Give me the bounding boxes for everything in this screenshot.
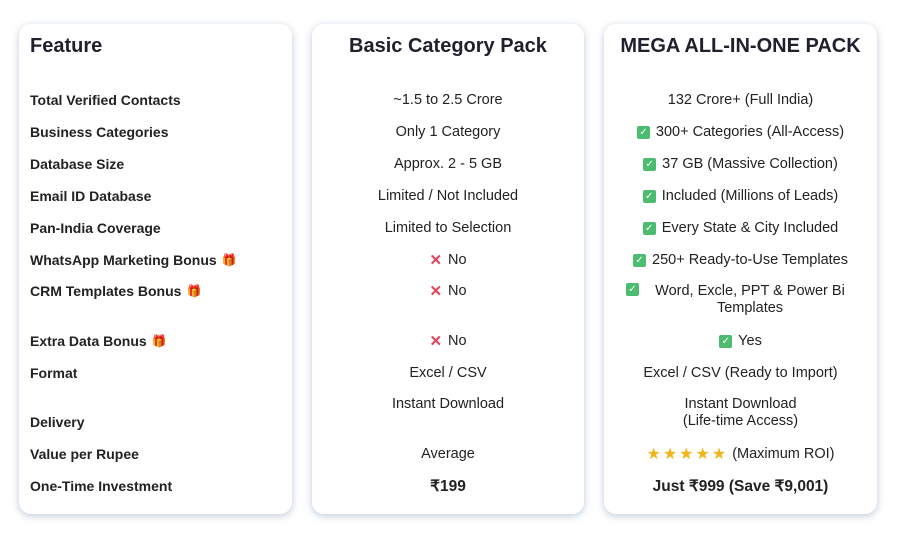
mega-value: 250+ Ready-to-Use Templates [652, 251, 848, 268]
feature-label: Business Categories [30, 123, 169, 140]
feature-label: Pan-India Coverage [30, 219, 161, 236]
basic-value: Approx. 2 - 5 GB [394, 155, 502, 172]
mega-value: Yes [738, 332, 762, 349]
feature-label: One-Time Investment [30, 477, 173, 494]
basic-value: No [448, 283, 467, 299]
mega-value: 300+ Categories (All-Access) [655, 123, 845, 140]
feature-label-row: Delivery [19, 389, 292, 438]
feature-label-row: One-Time Investment [19, 470, 292, 502]
basic-value-row: Only 1 Category [312, 116, 584, 148]
mega-value-row: ✓ Included (Millions of Leads) [604, 180, 877, 212]
feature-label: Format [30, 364, 78, 381]
basic-value-row: Average [312, 438, 584, 470]
basic-value-row: ✕ No [312, 325, 584, 357]
feature-label-row: Business Categories [19, 116, 292, 148]
basic-value: ~1.5 to 2.5 Crore [393, 91, 503, 108]
feature-column: Feature Total Verified Contacts Business … [19, 24, 292, 514]
mega-value: (Life-time Access) [682, 413, 799, 429]
basic-value-row: Approx. 2 - 5 GB [312, 148, 584, 180]
check-box-icon: ✓ [642, 221, 656, 235]
feature-label: Total Verified Contacts [30, 91, 181, 108]
feature-label: Delivery [30, 414, 85, 430]
basic-value: No [448, 332, 467, 349]
basic-value-row: ~1.5 to 2.5 Crore [312, 84, 584, 116]
gift-icon: 🎁 [151, 333, 167, 348]
basic-value: Average [421, 445, 475, 462]
mega-price: Just ₹999 (Save ₹9,001) [652, 477, 829, 495]
feature-label: Value per Rupee [30, 445, 139, 462]
basic-value-row: Limited to Selection [312, 212, 584, 244]
mega-pack-column: MEGA ALL-IN-ONE PACK 132 Crore+ (Full In… [604, 24, 877, 514]
basic-value: Instant Download [391, 396, 505, 412]
check-box-icon: ✓ [643, 157, 657, 171]
check-box-icon: ✓ [642, 189, 656, 203]
basic-value-row: ✕ No [312, 244, 584, 276]
mega-value-row: Excel / CSV (Ready to Import) [604, 357, 877, 389]
feature-label: Database Size [30, 155, 125, 172]
feature-label-row: Format [19, 357, 292, 389]
mega-value-row: 132 Crore+ (Full India) [604, 84, 877, 116]
mega-value-row: ✓ 37 GB (Massive Collection) [604, 148, 877, 180]
basic-value: No [448, 251, 467, 268]
feature-header: Feature [30, 35, 103, 57]
star-icon: ★ [646, 445, 661, 463]
check-box-icon: ✓ [626, 283, 639, 296]
mega-value: 37 GB (Massive Collection) [662, 155, 838, 172]
mega-value: Word, Excle, PPT & Power Bi Templates [655, 283, 845, 316]
basic-value-row: ₹199 [312, 470, 584, 502]
mega-pack-header: MEGA ALL-IN-ONE PACK [620, 35, 861, 57]
mega-value-row: ★ ★ ★ ★ ★ (Maximum ROI) [604, 438, 877, 470]
feature-label-row: Value per Rupee [19, 438, 292, 470]
cross-icon: ✕ [429, 251, 443, 269]
feature-label-row: Email ID Database [19, 180, 292, 212]
feature-label: WhatsApp Marketing Bonus [30, 251, 217, 268]
basic-pack-column: Basic Category Pack ~1.5 to 2.5 Crore Onl… [312, 24, 584, 514]
cross-icon: ✕ [429, 332, 443, 350]
basic-pack-header: Basic Category Pack [349, 35, 547, 57]
check-box-icon: ✓ [633, 253, 646, 267]
basic-value-row: Excel / CSV [312, 357, 584, 389]
check-box-icon: ✓ [636, 125, 650, 139]
check-box-icon: ✓ [719, 334, 733, 348]
mega-value-row: Instant Download (Life-time Access) [604, 389, 877, 438]
feature-label: Extra Data Bonus [30, 332, 147, 349]
mega-value: Included (Millions of Leads) [661, 187, 839, 204]
mega-value: Excel / CSV (Ready to Import) [643, 364, 838, 381]
feature-label-row: Total Verified Contacts [19, 84, 292, 116]
basic-value: Limited / Not Included [377, 187, 519, 204]
basic-value: Limited to Selection [384, 219, 512, 236]
star-icon: ★ [662, 445, 678, 463]
mega-value: 132 Crore+ (Full India) [667, 91, 814, 108]
basic-value-row: Limited / Not Included [312, 180, 584, 212]
basic-value: Only 1 Category [395, 123, 501, 140]
feature-label-row: Pan-India Coverage [19, 212, 292, 244]
gift-icon: 🎁 [186, 284, 202, 298]
star-icon: ★ [695, 445, 710, 463]
mega-delivery: Instant Download (Life-time Access) [683, 396, 798, 430]
gift-icon: 🎁 [221, 252, 237, 267]
mega-value-row: Just ₹999 (Save ₹9,001) [604, 470, 877, 502]
cross-icon: ✕ [429, 283, 443, 300]
star-icon: ★ [711, 445, 727, 463]
mega-value: (Maximum ROI) [732, 445, 835, 462]
mega-value-row: ✓ Every State & City Included [604, 212, 877, 244]
basic-value-row: ✕ No [312, 276, 584, 325]
feature-label: CRM Templates Bonus [30, 283, 182, 299]
mega-value: Instant Download [684, 396, 797, 412]
mega-value-row: ✓ Yes [604, 325, 877, 357]
basic-value-row: Instant Download [312, 389, 584, 438]
feature-label: Email ID Database [30, 187, 152, 204]
mega-value-row: ✓ 250+ Ready-to-Use Templates [604, 244, 877, 276]
feature-label-row: Extra Data Bonus 🎁 [19, 325, 292, 357]
feature-label-row: Database Size [19, 148, 292, 180]
feature-label-row: CRM Templates Bonus 🎁 [19, 276, 292, 325]
basic-value: Excel / CSV [409, 364, 487, 381]
star-icon: ★ [679, 445, 694, 463]
mega-value-row: ✓ 300+ Categories (All-Access) [604, 116, 877, 148]
feature-label-row: WhatsApp Marketing Bonus 🎁 [19, 244, 292, 276]
mega-value-row: ✓ Word, Excle, PPT & Power Bi Templates [604, 276, 877, 325]
mega-value: Every State & City Included [661, 219, 839, 236]
basic-value: ₹199 [430, 477, 466, 495]
